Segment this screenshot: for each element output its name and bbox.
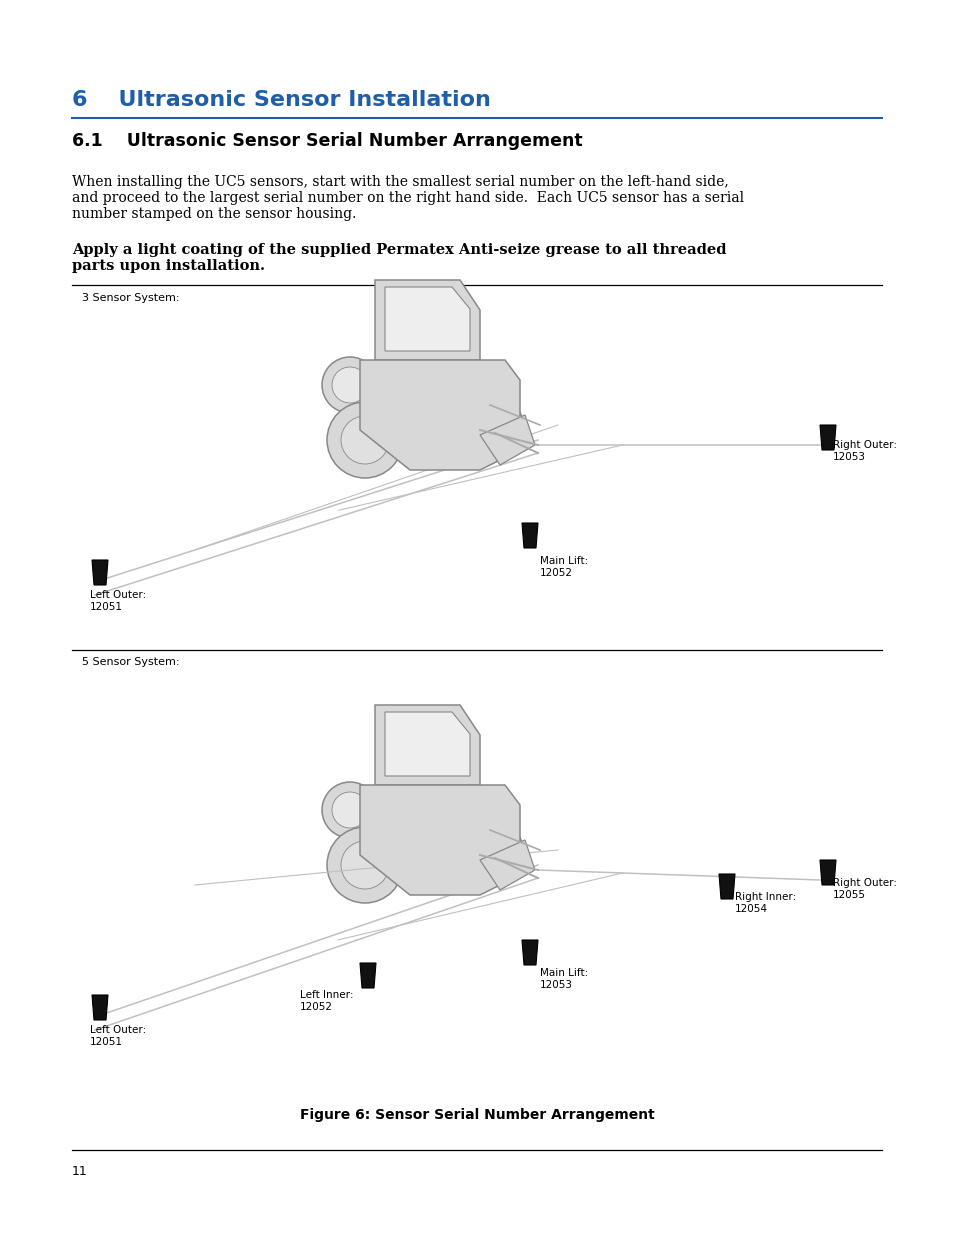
Polygon shape <box>521 522 537 548</box>
Circle shape <box>327 827 402 903</box>
Polygon shape <box>359 785 519 895</box>
Text: Left Inner:
12052: Left Inner: 12052 <box>299 990 354 1011</box>
Text: 3 Sensor System:: 3 Sensor System: <box>82 293 179 303</box>
Polygon shape <box>820 425 835 450</box>
Circle shape <box>327 403 402 478</box>
Polygon shape <box>479 415 535 466</box>
Polygon shape <box>479 840 535 890</box>
Text: Apply a light coating of the supplied Permatex Anti-seize grease to all threaded: Apply a light coating of the supplied Pe… <box>71 243 726 273</box>
Text: Right Inner:
12054: Right Inner: 12054 <box>734 892 796 914</box>
Circle shape <box>476 832 513 868</box>
Circle shape <box>322 357 377 412</box>
Polygon shape <box>91 559 108 585</box>
Circle shape <box>340 416 389 464</box>
Polygon shape <box>385 713 470 776</box>
Polygon shape <box>375 280 479 359</box>
Text: Right Outer:
12053: Right Outer: 12053 <box>832 440 896 462</box>
Text: 6.1    Ultrasonic Sensor Serial Number Arrangement: 6.1 Ultrasonic Sensor Serial Number Arra… <box>71 132 582 149</box>
Text: Main Lift:
12052: Main Lift: 12052 <box>539 556 588 578</box>
Circle shape <box>467 823 522 878</box>
Circle shape <box>322 782 377 839</box>
Text: When installing the UC5 sensors, start with the smallest serial number on the le: When installing the UC5 sensors, start w… <box>71 175 743 221</box>
Text: Main Lift:
12053: Main Lift: 12053 <box>539 968 588 989</box>
Text: 6    Ultrasonic Sensor Installation: 6 Ultrasonic Sensor Installation <box>71 90 491 110</box>
Polygon shape <box>521 940 537 965</box>
Text: Right Outer:
12055: Right Outer: 12055 <box>832 878 896 899</box>
Polygon shape <box>359 359 519 471</box>
Circle shape <box>441 357 477 393</box>
Circle shape <box>340 841 389 889</box>
Circle shape <box>332 792 368 827</box>
Text: 5 Sensor System:: 5 Sensor System: <box>82 657 179 667</box>
Polygon shape <box>375 705 479 785</box>
Polygon shape <box>359 963 375 988</box>
Circle shape <box>332 367 368 403</box>
Circle shape <box>476 408 513 443</box>
Circle shape <box>467 396 522 453</box>
Polygon shape <box>820 860 835 885</box>
Text: Left Outer:
12051: Left Outer: 12051 <box>90 590 146 611</box>
Text: Left Outer:
12051: Left Outer: 12051 <box>90 1025 146 1046</box>
Polygon shape <box>719 874 734 899</box>
Circle shape <box>441 782 477 818</box>
Text: Figure 6: Sensor Serial Number Arrangement: Figure 6: Sensor Serial Number Arrangeme… <box>299 1108 654 1123</box>
Polygon shape <box>385 287 470 351</box>
Text: 11: 11 <box>71 1165 88 1178</box>
Polygon shape <box>91 995 108 1020</box>
